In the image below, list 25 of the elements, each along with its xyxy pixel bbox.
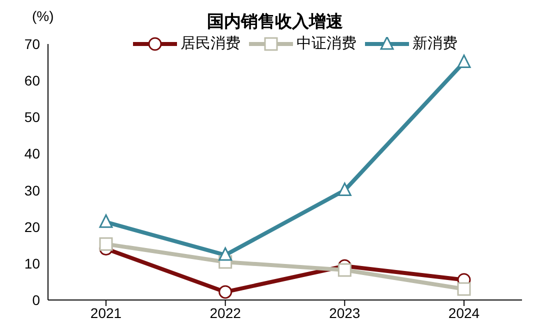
legend-label: 新消费 xyxy=(412,35,458,52)
y-tick-label: 0 xyxy=(32,292,40,308)
point xyxy=(338,263,352,277)
point xyxy=(338,182,352,196)
legend-label: 居民消费 xyxy=(180,35,240,52)
y-tick-label: 40 xyxy=(24,146,40,162)
y-tick-label: 10 xyxy=(24,255,40,272)
point xyxy=(218,247,232,261)
x-tick-label: 2021 xyxy=(90,304,122,321)
chart-title: 国内销售收入增速 xyxy=(207,12,343,31)
y-tick-label: 30 xyxy=(24,182,40,198)
legend-label: 中证消费 xyxy=(296,35,356,52)
y-tick-label: 60 xyxy=(24,72,40,89)
y-axis-title: (%) xyxy=(32,8,54,24)
point xyxy=(218,285,232,299)
x-tick-label: 2024 xyxy=(448,304,480,321)
x-tick-label: 2023 xyxy=(329,304,360,321)
point xyxy=(99,214,113,228)
y-tick-label: 70 xyxy=(24,36,40,52)
point xyxy=(99,237,113,251)
y-tick-label: 20 xyxy=(24,218,40,235)
y-tick-label: 50 xyxy=(24,109,40,126)
point xyxy=(457,282,471,296)
x-tick-label: 2022 xyxy=(210,304,242,321)
point xyxy=(457,54,471,68)
